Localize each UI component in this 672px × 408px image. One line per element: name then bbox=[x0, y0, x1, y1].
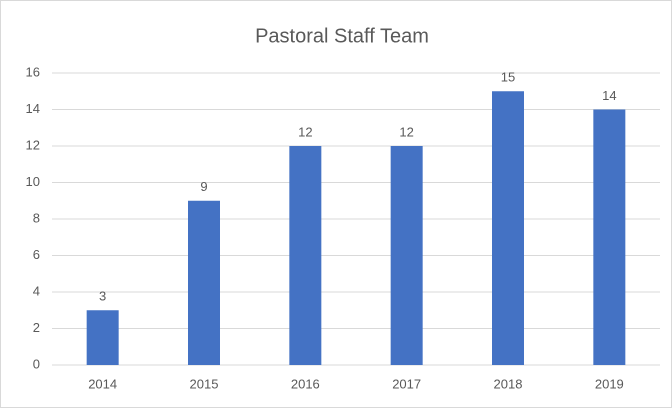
x-tick-label: 2014 bbox=[88, 376, 117, 391]
y-tick-label: 10 bbox=[26, 174, 40, 189]
x-tick-label: 2018 bbox=[494, 376, 523, 391]
chart-title: Pastoral Staff Team bbox=[255, 25, 429, 47]
x-tick-label: 2019 bbox=[595, 376, 624, 391]
x-tick-label: 2015 bbox=[190, 376, 219, 391]
data-label: 12 bbox=[298, 124, 312, 139]
y-tick-label: 4 bbox=[33, 283, 40, 298]
y-tick-label: 12 bbox=[26, 137, 40, 152]
y-tick-label: 14 bbox=[26, 101, 40, 116]
bar bbox=[188, 200, 220, 365]
x-tick-label: 2016 bbox=[291, 376, 320, 391]
bar bbox=[289, 146, 322, 365]
data-label: 12 bbox=[399, 124, 413, 139]
bar bbox=[593, 109, 626, 365]
y-tick-label: 0 bbox=[33, 356, 40, 371]
data-label: 3 bbox=[99, 289, 106, 304]
y-tick-label: 2 bbox=[33, 320, 40, 335]
data-label: 15 bbox=[501, 70, 515, 85]
data-label: 14 bbox=[602, 88, 616, 103]
bar bbox=[86, 310, 119, 365]
y-tick-label: 16 bbox=[26, 64, 40, 79]
y-tick-label: 8 bbox=[33, 210, 40, 225]
x-tick-label: 2017 bbox=[392, 376, 421, 391]
y-tick-label: 6 bbox=[33, 247, 40, 262]
data-label: 9 bbox=[200, 179, 207, 194]
bar bbox=[492, 91, 524, 365]
bar bbox=[390, 146, 423, 365]
